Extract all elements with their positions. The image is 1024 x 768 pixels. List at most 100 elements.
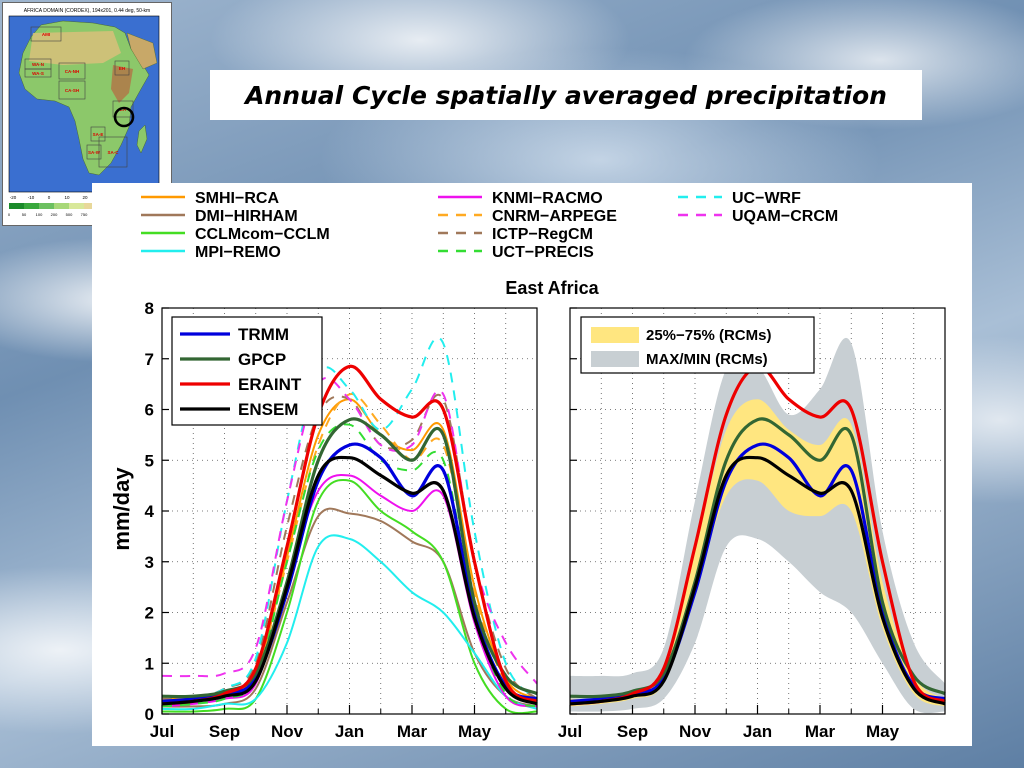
min-max-band <box>570 337 945 714</box>
reference-series-line <box>161 417 538 699</box>
map-lon-tick: -10 <box>28 195 35 200</box>
map-region-label: WA-S <box>32 71 44 76</box>
map-region-label: SA-C <box>108 150 120 155</box>
x-tick-label: Jan <box>743 722 772 741</box>
rcm-series-line <box>161 336 538 705</box>
sahara-region <box>29 31 121 65</box>
rcm-legend-label: UC−WRF <box>732 190 801 207</box>
band-legend-swatch <box>591 327 639 343</box>
map-region-label: SA-E <box>93 132 104 137</box>
map-title: AFRICA DOMAIN (CORDEX), 194x201, 0.44 de… <box>24 8 150 14</box>
colorbar-swatch <box>84 203 99 209</box>
rcm-legend-label: SMHI−RCA <box>195 190 279 207</box>
rcm-legend-label: UCT−PRECIS <box>492 244 594 261</box>
y-tick-label: 1 <box>145 654 154 673</box>
rcm-legend-label: DMI−HIRHAM <box>195 208 298 225</box>
east-africa-highlight-circle <box>113 106 135 128</box>
x-tick-label: Mar <box>805 722 836 741</box>
map-lon-tick: 10 <box>64 195 70 200</box>
rcm-legend-label: MPI−REMO <box>195 244 281 261</box>
x-tick-label: Nov <box>679 722 712 741</box>
reference-series-line <box>161 455 538 706</box>
precipitation-chart-panel: SMHI−RCA DMI−HIRHAM CCLMcom−CCLM MPI−REMO KN… <box>92 183 972 746</box>
slide-title-box: Annual Cycle spatially averaged precipit… <box>210 70 922 120</box>
interquartile-band <box>570 399 945 707</box>
x-tick-label: Nov <box>271 722 304 741</box>
map-region-label: WA-N <box>32 62 44 67</box>
y-tick-label: 7 <box>145 350 154 369</box>
reference-legend-label: ENSEM <box>238 400 298 419</box>
map-region-label: AMI <box>42 32 50 37</box>
y-tick-label: 4 <box>145 502 155 521</box>
map-region-box <box>30 26 62 42</box>
band-legend-swatch <box>591 351 639 367</box>
rcm-legend-label: CCLMcom−CCLM <box>195 226 330 243</box>
rcm-legend-label: CNRM−ARPEGE <box>492 208 617 225</box>
colorbar-label: 0 <box>8 212 11 217</box>
map-region-box <box>58 62 86 80</box>
rcm-legend-label: UQAM−CRCM <box>732 208 838 225</box>
x-tick-label: May <box>866 722 900 741</box>
rcm-series-line <box>161 534 538 711</box>
map-region-box <box>24 68 52 78</box>
africa-domain-map: AFRICA DOMAIN (CORDEX), 194x201, 0.44 de… <box>2 2 172 226</box>
y-tick-label: 5 <box>145 451 154 470</box>
map-region-label: SA-W <box>88 150 101 155</box>
map-region-label: CA-NH <box>65 69 80 74</box>
left-plot-panel: Jul Sep Nov Jan Mar May 0 1 2 3 4 5 6 7 8 TRMM GPCP ERAIN… <box>145 299 538 741</box>
y-tick-label: 8 <box>145 299 154 318</box>
rcm-series-line <box>161 478 538 715</box>
reference-series-line <box>569 455 946 706</box>
map-lon-tick: 20 <box>82 195 88 200</box>
arabia <box>126 32 158 70</box>
map-figure: AFRICA DOMAIN (CORDEX), 194x201, 0.44 de… <box>8 8 167 217</box>
reference-series-line <box>569 417 946 699</box>
x-tick-label: Jan <box>335 722 364 741</box>
highlands-region <box>111 65 133 103</box>
colorbar-swatch <box>39 203 54 209</box>
map-region-box <box>114 60 130 76</box>
x-tick-label: Sep <box>209 722 240 741</box>
map-region-box <box>90 126 106 142</box>
colorbar-swatch <box>69 203 84 209</box>
y-axis-label: mm/day <box>109 467 134 551</box>
y-tick-label: 2 <box>145 604 154 623</box>
chart-title: East Africa <box>505 278 599 298</box>
colorbar-swatch <box>54 203 69 209</box>
x-tick-label: Sep <box>617 722 648 741</box>
colorbar-label: 100 <box>36 212 43 217</box>
x-tick-label: Jul <box>558 722 583 741</box>
y-tick-label: 3 <box>145 553 154 572</box>
madagascar <box>136 124 148 154</box>
map-region-box <box>112 100 134 118</box>
rcm-legend-label: KNMI−RACMO <box>492 190 603 207</box>
map-region-box <box>98 136 128 168</box>
colorbar-label: 500 <box>66 212 73 217</box>
slide-title: Annual Cycle spatially averaged precipit… <box>245 80 887 110</box>
colorbar-label: 50 <box>22 212 27 217</box>
reference-legend-label: ERAINT <box>238 375 302 394</box>
right-plot-panel: Jul Sep Nov Jan Mar May 25%−75% (RCMs) MAX/MIN … <box>558 307 946 741</box>
colorbar-swatch <box>9 203 24 209</box>
map-region-label: CA-SH <box>65 88 79 93</box>
x-tick-label: Jul <box>150 722 175 741</box>
map-region-box <box>86 144 102 160</box>
reference-legend-label: GPCP <box>238 350 286 369</box>
rcm-legend-label: ICTP−RegCM <box>492 226 593 243</box>
colorbar-label: 750 <box>81 212 88 217</box>
band-legend-label: MAX/MIN (RCMs) <box>646 351 768 368</box>
band-legend-label: 25%−75% (RCMs) <box>646 327 771 344</box>
x-tick-label: Mar <box>397 722 428 741</box>
x-tick-label: May <box>458 722 492 741</box>
rcm-series-line <box>161 393 538 705</box>
map-lon-tick: -20 <box>10 195 17 200</box>
colorbar-label: 200 <box>51 212 58 217</box>
map-region-label: EA <box>120 107 127 112</box>
map-lon-tick: 0 <box>48 195 51 200</box>
y-tick-label: 6 <box>145 401 154 420</box>
colorbar-swatch <box>24 203 39 209</box>
map-region-boxes: AMI WA-N WA-S CA-NH CA-SH EH EA SA-E SA-W SA-C <box>24 26 134 168</box>
rcm-series-line <box>161 423 538 708</box>
